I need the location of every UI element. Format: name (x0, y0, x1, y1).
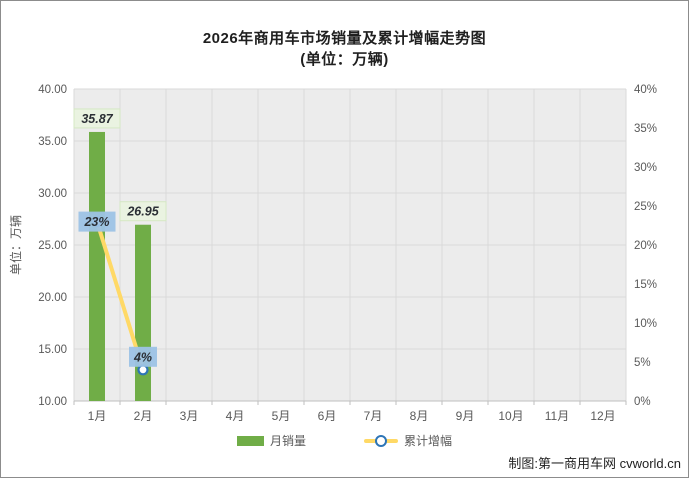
right-axis-tick-label: 30% (634, 162, 657, 174)
left-axis-tick-label: 20.00 (38, 292, 67, 304)
right-axis-tick-label: 20% (634, 240, 657, 252)
bar-swatch-icon (236, 435, 264, 446)
line-data-label-box (78, 211, 116, 232)
x-axis-category-label: 9月 (456, 409, 475, 423)
line-data-label-box (129, 346, 157, 367)
left-axis-tick-label: 30.00 (38, 188, 67, 200)
line-data-label: 23% (83, 215, 109, 229)
x-axis-category-label: 12月 (590, 409, 615, 423)
credit-text: 制图:第一商用车网 cvworld.cn (508, 456, 681, 471)
x-axis-category-label: 7月 (364, 409, 383, 423)
x-axis-category-label: 4月 (226, 409, 245, 423)
x-axis-category-label: 2月 (134, 409, 153, 423)
right-axis-tick-label: 25% (634, 201, 657, 213)
x-axis-category-label: 1月 (88, 409, 107, 423)
right-axis-tick-label: 15% (634, 279, 657, 291)
legend-item-cumulative-growth: 累计增幅 (364, 432, 452, 449)
left-axis-tick-label: 40.00 (38, 84, 67, 96)
bar-data-label: 26.95 (126, 205, 159, 219)
bar-data-label: 35.87 (81, 112, 113, 126)
right-axis-tick-label: 40% (634, 84, 657, 96)
legend-label-cumulative-growth: 累计增幅 (404, 434, 453, 448)
x-axis-category-label: 11月 (545, 409, 569, 423)
line-swatch-icon (364, 434, 398, 447)
x-axis-category-label: 6月 (318, 409, 337, 423)
legend: 月销量 累计增幅 (1, 432, 688, 449)
right-axis-tick-label: 0% (634, 396, 651, 408)
bar-monthly-sales (89, 131, 105, 401)
line-cumulative-growth (95, 219, 145, 372)
x-axis-category-label: 5月 (272, 409, 291, 423)
legend-item-monthly-sales: 月销量 (236, 432, 306, 449)
line-data-label: 4% (133, 350, 152, 364)
left-axis-tick-label: 10.00 (38, 396, 67, 408)
bar-data-label-box (119, 201, 167, 222)
chart-title: 2026年商用车市场销量及累计增幅走势图 (202, 30, 487, 47)
chart-subtitle: (单位：万辆) (300, 51, 389, 68)
left-axis-tick-label: 25.00 (38, 240, 67, 252)
x-axis-category-label: 10月 (498, 409, 523, 423)
legend-label-monthly-sales: 月销量 (269, 434, 306, 448)
bar-data-label-box (73, 108, 121, 129)
right-axis-tick-label: 10% (634, 318, 657, 330)
x-axis-category-label: 8月 (410, 409, 429, 423)
left-axis-tick-label: 15.00 (38, 344, 67, 356)
left-axis-tick-label: 35.00 (38, 136, 67, 148)
x-axis-category-label: 3月 (180, 409, 199, 423)
right-axis-tick-label: 35% (634, 123, 657, 135)
line-marker-icon (375, 434, 387, 447)
right-axis-tick-label: 5% (634, 357, 651, 369)
